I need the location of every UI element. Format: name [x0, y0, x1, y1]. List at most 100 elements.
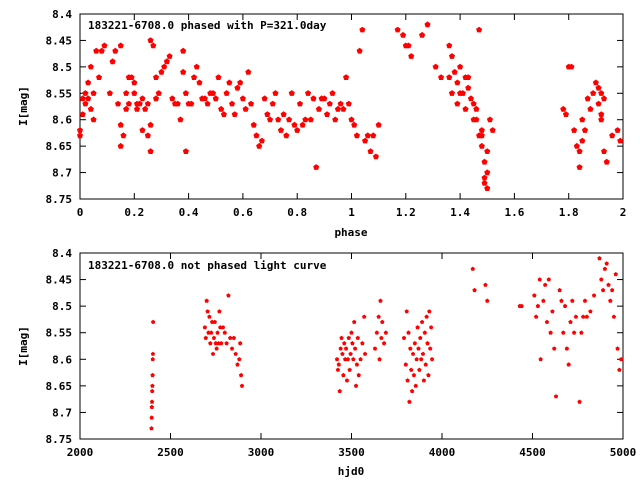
phased-data-point	[218, 105, 225, 112]
unphased-data-point	[423, 362, 428, 367]
unphased-data-point	[427, 309, 432, 314]
phased-data-point	[459, 90, 466, 96]
unphased-data-point	[568, 319, 573, 324]
phased-data-point	[272, 90, 279, 96]
phased-data-point	[101, 42, 108, 49]
unphased-y-tick-label: 8.6	[52, 353, 72, 366]
unphased-data-point	[561, 330, 566, 335]
unphased-x-tick-label: 4500	[519, 446, 546, 459]
unphased-data-point	[532, 293, 537, 298]
phased-data-point	[562, 111, 569, 117]
unphased-data-point	[472, 287, 477, 293]
phased-data-point	[337, 100, 344, 107]
unphased-data-point	[345, 357, 351, 362]
unphased-data-point	[577, 399, 582, 404]
phased-data-point	[601, 95, 607, 102]
unphased-data-point	[347, 367, 352, 372]
unphased-data-point	[336, 362, 341, 367]
unphased-data-point	[205, 309, 210, 314]
phased-data-point	[465, 84, 472, 91]
unphased-data-point	[224, 341, 229, 346]
phased-data-point	[598, 111, 605, 117]
phased-data-point	[614, 127, 621, 133]
unphased-data-point	[235, 362, 240, 367]
phased-data-point	[324, 111, 331, 117]
unphased-data-point	[350, 341, 355, 346]
unphased-data-point	[422, 330, 427, 335]
phased-data-point	[400, 31, 407, 38]
unphased-x-tick-label: 5000	[610, 446, 637, 459]
phased-data-point	[476, 26, 483, 33]
phased-data-points	[77, 21, 624, 191]
unphased-data-point	[599, 277, 604, 282]
phased-data-point	[283, 132, 290, 139]
phased-x-tick-label: 0.4	[179, 206, 199, 219]
unphased-x-tick-label: 3000	[248, 446, 275, 459]
phased-y-tick-label: 8.75	[46, 193, 73, 206]
unphased-data-point	[355, 335, 360, 340]
unphased-data-point	[429, 325, 434, 330]
phased-data-point	[424, 21, 431, 28]
phased-data-point	[291, 121, 298, 128]
unphased-data-point	[415, 325, 420, 330]
unphased-data-point	[429, 357, 435, 362]
phased-data-point	[147, 121, 154, 128]
phased-data-point	[467, 95, 474, 102]
phased-data-point	[245, 68, 252, 75]
phased-data-point	[405, 42, 412, 49]
phased-data-point	[332, 116, 339, 123]
unphased-data-point	[533, 314, 539, 319]
phased-y-tick-label: 8.5	[52, 61, 72, 74]
phased-data-point	[299, 121, 306, 128]
unphased-data-point	[379, 335, 384, 340]
unphased-data-point	[405, 378, 410, 383]
phased-data-point	[112, 47, 119, 54]
unphased-data-point	[421, 378, 427, 383]
phased-y-tick-label: 8.65	[46, 140, 73, 153]
phased-y-tick-label: 8.4	[52, 8, 72, 21]
phased-data-point	[125, 100, 132, 107]
unphased-data-point	[360, 341, 365, 346]
phased-data-point	[486, 116, 493, 123]
unphased-data-point	[342, 341, 347, 346]
unphased-data-point	[354, 362, 360, 367]
unphased-data-point	[238, 341, 243, 346]
phased-data-point	[139, 95, 146, 102]
phased-data-point	[90, 116, 97, 123]
unphased-data-point	[412, 341, 417, 346]
unphased-data-point	[149, 399, 155, 404]
unphased-data-point	[417, 367, 422, 372]
phased-data-point	[587, 105, 594, 112]
phased-data-point	[128, 74, 135, 80]
unphased-y-tick-label: 8.65	[46, 380, 73, 393]
unphased-data-point	[203, 335, 208, 340]
phased-data-point	[196, 79, 203, 86]
phased-data-point	[144, 132, 151, 139]
phased-data-point	[134, 105, 141, 112]
phased-data-point	[326, 100, 333, 107]
unphased-data-point	[425, 341, 430, 346]
unphased-data-point	[428, 346, 433, 351]
unphased-plot-title: 183221-6708.0 not phased light curve	[88, 259, 327, 272]
phased-data-point	[568, 63, 575, 70]
phased-data-point	[313, 164, 320, 170]
phased-data-point	[478, 132, 485, 139]
unphased-data-point	[604, 261, 609, 266]
phased-data-point	[454, 100, 461, 107]
phased-data-point	[229, 100, 236, 107]
phased-data-point	[367, 148, 374, 154]
phased-data-point	[481, 174, 488, 181]
unphased-data-point	[416, 346, 421, 351]
phased-data-point	[131, 90, 138, 96]
phased-data-point	[601, 148, 607, 154]
unphased-data-point	[619, 357, 624, 362]
phased-data-point	[310, 95, 317, 102]
phased-x-axis-label: phase	[334, 226, 367, 239]
unphased-y-ticks: 8.4 8.45 8.5 8.55 8.6 8.65 8.7 8.75	[46, 247, 623, 446]
unphased-data-point	[543, 282, 548, 287]
unphased-data-point	[570, 298, 575, 303]
phased-data-point	[153, 95, 160, 102]
phased-data-point	[220, 111, 227, 117]
phased-data-point	[117, 42, 124, 49]
